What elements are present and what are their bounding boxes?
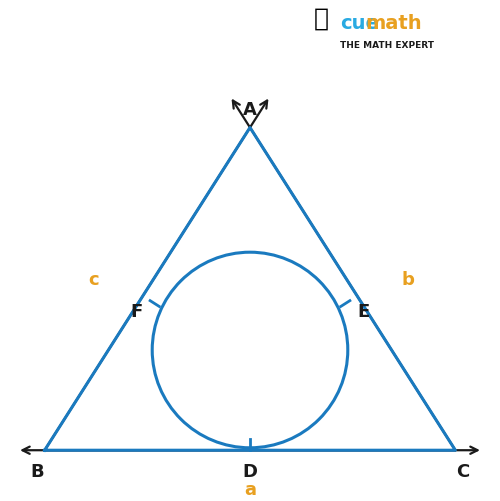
Text: b: b bbox=[402, 271, 414, 289]
Text: math: math bbox=[365, 14, 422, 33]
Text: C: C bbox=[456, 462, 469, 480]
Text: cue: cue bbox=[340, 14, 380, 33]
Text: E: E bbox=[358, 302, 370, 320]
Text: F: F bbox=[130, 302, 142, 320]
Text: THE MATH EXPERT: THE MATH EXPERT bbox=[340, 41, 434, 50]
Text: B: B bbox=[30, 462, 44, 480]
Text: D: D bbox=[242, 462, 258, 480]
Text: a: a bbox=[244, 479, 256, 497]
Text: c: c bbox=[88, 271, 99, 289]
Text: 🚀: 🚀 bbox=[314, 7, 328, 30]
Text: A: A bbox=[243, 101, 257, 119]
